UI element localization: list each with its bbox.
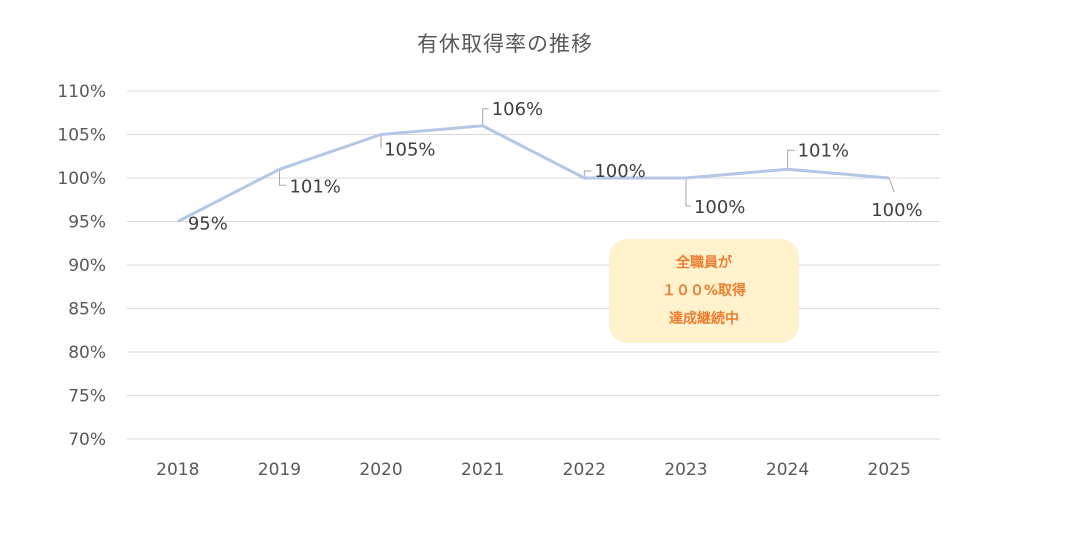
annotation-line-3: 達成継続中 — [669, 311, 739, 327]
annotation-callout: 全職員が １００%取得 達成継続中 — [609, 239, 799, 343]
y-tick-label: 85% — [68, 300, 106, 320]
data-label: 100% — [871, 200, 922, 221]
data-label: 95% — [188, 214, 228, 235]
y-tick-label: 105% — [57, 126, 106, 146]
data-label: 101% — [289, 176, 340, 197]
y-tick-label: 110% — [57, 82, 106, 102]
x-tick-label: 2021 — [461, 460, 504, 480]
data-label: 100% — [694, 197, 745, 218]
y-tick-label: 70% — [68, 430, 106, 450]
annotation-line-1: 全職員が — [676, 255, 732, 271]
chart-title: 有休取得率の推移 — [417, 32, 593, 56]
y-tick-label: 75% — [68, 387, 106, 407]
data-label: 100% — [594, 161, 645, 182]
y-tick-label: 95% — [68, 213, 106, 233]
annotation-line-2: １００%取得 — [661, 283, 747, 299]
data-labels: 95% 101% 105% 106% 100% 100% 101% 100% — [188, 99, 923, 235]
x-tick-label: 2020 — [359, 460, 402, 480]
data-label-leaders — [278, 108, 895, 207]
y-tick-label: 100% — [57, 169, 106, 189]
data-label: 101% — [798, 140, 849, 161]
x-tick-label: 2025 — [868, 460, 911, 480]
x-tick-label: 2022 — [563, 460, 606, 480]
x-tick-label: 2019 — [258, 460, 301, 480]
x-tick-label: 2018 — [156, 460, 199, 480]
x-tick-label: 2023 — [664, 460, 707, 480]
series-line — [177, 124, 890, 223]
data-label: 105% — [384, 140, 435, 161]
y-axis-ticks: 110% 105% 100% 95% 90% 85% 80% 75% 70% — [57, 82, 106, 450]
y-tick-label: 90% — [68, 256, 106, 276]
x-axis-ticks: 2018 2019 2020 2021 2022 2023 2024 2025 — [156, 460, 911, 480]
data-label: 106% — [492, 99, 543, 120]
x-tick-label: 2024 — [766, 460, 809, 480]
y-tick-label: 80% — [68, 343, 106, 363]
